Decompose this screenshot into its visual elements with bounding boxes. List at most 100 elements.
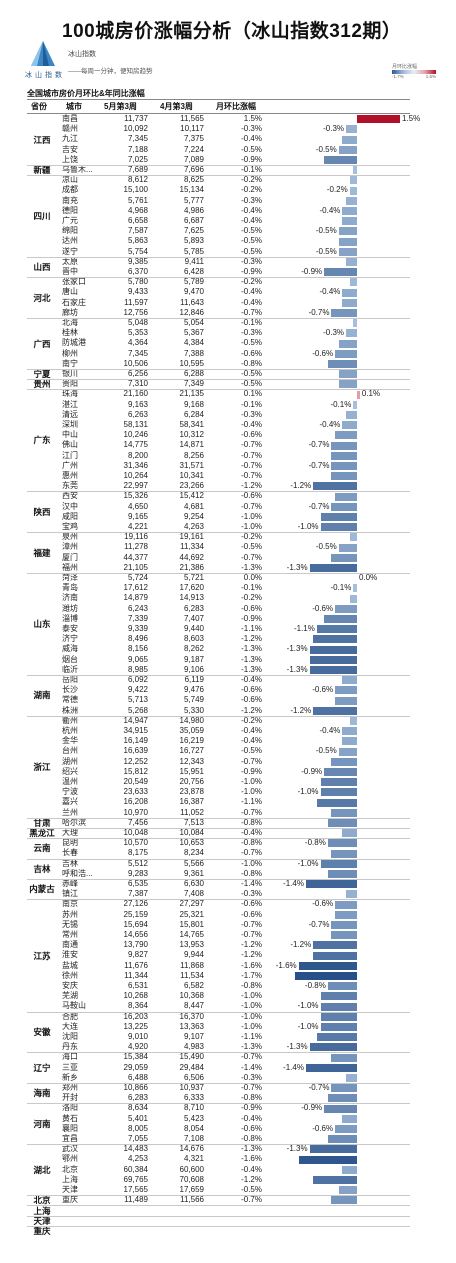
province-separator [27, 1144, 410, 1146]
mom-bar [313, 1175, 357, 1184]
city-name: 黄石 [62, 1113, 78, 1123]
city-name: 清远 [62, 409, 78, 419]
mom-bar [342, 421, 357, 430]
mom-bar [331, 1084, 357, 1093]
apr-price: 11,868 [180, 960, 204, 970]
mom-bar-label: -1.0% [297, 787, 319, 797]
city-name: 泰安 [62, 624, 78, 633]
province-label: 辽宁 [33, 1062, 51, 1073]
city-name: 天津 [62, 1185, 78, 1194]
apr-price: 5,721 [183, 573, 204, 582]
mom-bar-label: -0.5% [315, 144, 337, 154]
mom-bar [342, 288, 357, 297]
may-price: 8,156 [127, 644, 148, 654]
mom-value: -0.1% [241, 318, 262, 327]
city-name: 贵阳 [62, 379, 78, 389]
province-label: 内蒙古 [29, 884, 55, 895]
may-price: 23,633 [123, 787, 148, 797]
apr-price: 14,913 [179, 593, 204, 603]
may-price: 20,549 [123, 777, 148, 786]
province-separator [27, 573, 410, 574]
mom-value: -0.1% [241, 165, 262, 174]
mom-bar [342, 727, 357, 736]
header-city: 城市 [66, 102, 82, 111]
mom-value: -0.6% [241, 491, 262, 501]
apr-price: 5,893 [183, 236, 204, 246]
may-price: 13,790 [123, 940, 148, 950]
apr-price: 13,363 [179, 1021, 204, 1031]
may-price: 5,761 [127, 195, 148, 205]
may-price: 8,496 [127, 634, 148, 644]
apr-price: 21,386 [179, 562, 204, 572]
may-price: 69,765 [123, 1174, 148, 1184]
mom-bar [346, 125, 357, 134]
mom-bar [327, 1094, 357, 1103]
mom-value: -0.7% [241, 471, 262, 480]
logo-text: 冰山指数 [25, 72, 65, 79]
city-name: 武汉 [62, 1144, 78, 1154]
mom-value: -1.2% [241, 950, 262, 960]
mom-bar [316, 625, 357, 634]
mom-bar [327, 869, 357, 878]
province-separator [27, 165, 410, 166]
apr-price: 7,388 [183, 348, 204, 358]
apr-price: 7,349 [183, 379, 204, 389]
mom-bar [353, 400, 357, 409]
mom-value: -0.7% [241, 848, 262, 858]
mom-bar [335, 349, 357, 358]
mom-bar-label: -1.3% [286, 664, 308, 674]
may-price: 9,065 [127, 654, 148, 664]
mom-value: -0.3% [241, 195, 262, 205]
apr-price: 10,368 [179, 991, 204, 1001]
city-name: 石家庄 [62, 297, 86, 307]
mom-bar [305, 1063, 357, 1072]
city-name: 威海 [62, 644, 78, 654]
city-name: 防城港 [62, 338, 86, 348]
mom-bar-label: -1.0% [297, 1021, 319, 1031]
may-price: 6,488 [127, 1072, 148, 1082]
mom-bar [353, 584, 357, 593]
mom-value: -0.8% [241, 868, 262, 878]
may-price: 4,253 [127, 1154, 148, 1164]
apr-price: 15,134 [179, 185, 204, 195]
may-price: 22,997 [123, 481, 148, 491]
city-name: 大连 [62, 1021, 78, 1031]
may-price: 9,010 [127, 1032, 148, 1041]
apr-price: 9,187 [183, 654, 204, 664]
city-name: 常德 [62, 695, 78, 705]
mom-value: -0.3% [241, 889, 262, 899]
may-price: 7,345 [127, 348, 148, 358]
mom-value: -0.6% [241, 909, 262, 919]
may-price: 11,344 [124, 970, 148, 980]
city-name: 达州 [62, 236, 78, 246]
may-price: 10,264 [123, 471, 148, 480]
mom-value: -0.4% [241, 736, 262, 746]
mom-value: -1.7% [241, 970, 262, 980]
city-name: 南宁 [62, 358, 78, 368]
apr-price: 15,490 [179, 1052, 204, 1062]
mom-bar [331, 1196, 357, 1205]
city-name: 成都 [62, 185, 78, 195]
may-price: 12,756 [123, 307, 148, 317]
apr-price: 5,367 [183, 328, 204, 338]
city-name: 长春 [62, 848, 78, 858]
may-price: 16,149 [123, 736, 148, 746]
mom-value: -0.4% [241, 420, 262, 429]
apr-price: 7,407 [183, 613, 204, 623]
may-price: 7,456 [127, 817, 148, 827]
apr-price: 9,106 [183, 664, 204, 674]
mom-bar [313, 482, 357, 491]
mom-bar [320, 788, 357, 797]
apr-price: 9,944 [183, 950, 204, 960]
mom-bar-label: -0.6% [312, 899, 334, 909]
may-price: 9,339 [127, 624, 148, 633]
mom-value: -1.6% [241, 960, 262, 970]
province-separator [27, 838, 410, 840]
may-price: 8,175 [127, 848, 148, 858]
province-separator [27, 715, 410, 717]
province-label: 天津 [33, 1215, 51, 1226]
mom-bar-label: -1.2% [290, 705, 312, 715]
city-name: 哈尔滨 [62, 817, 86, 827]
province-separator [27, 817, 410, 819]
mom-bar [309, 1043, 357, 1052]
